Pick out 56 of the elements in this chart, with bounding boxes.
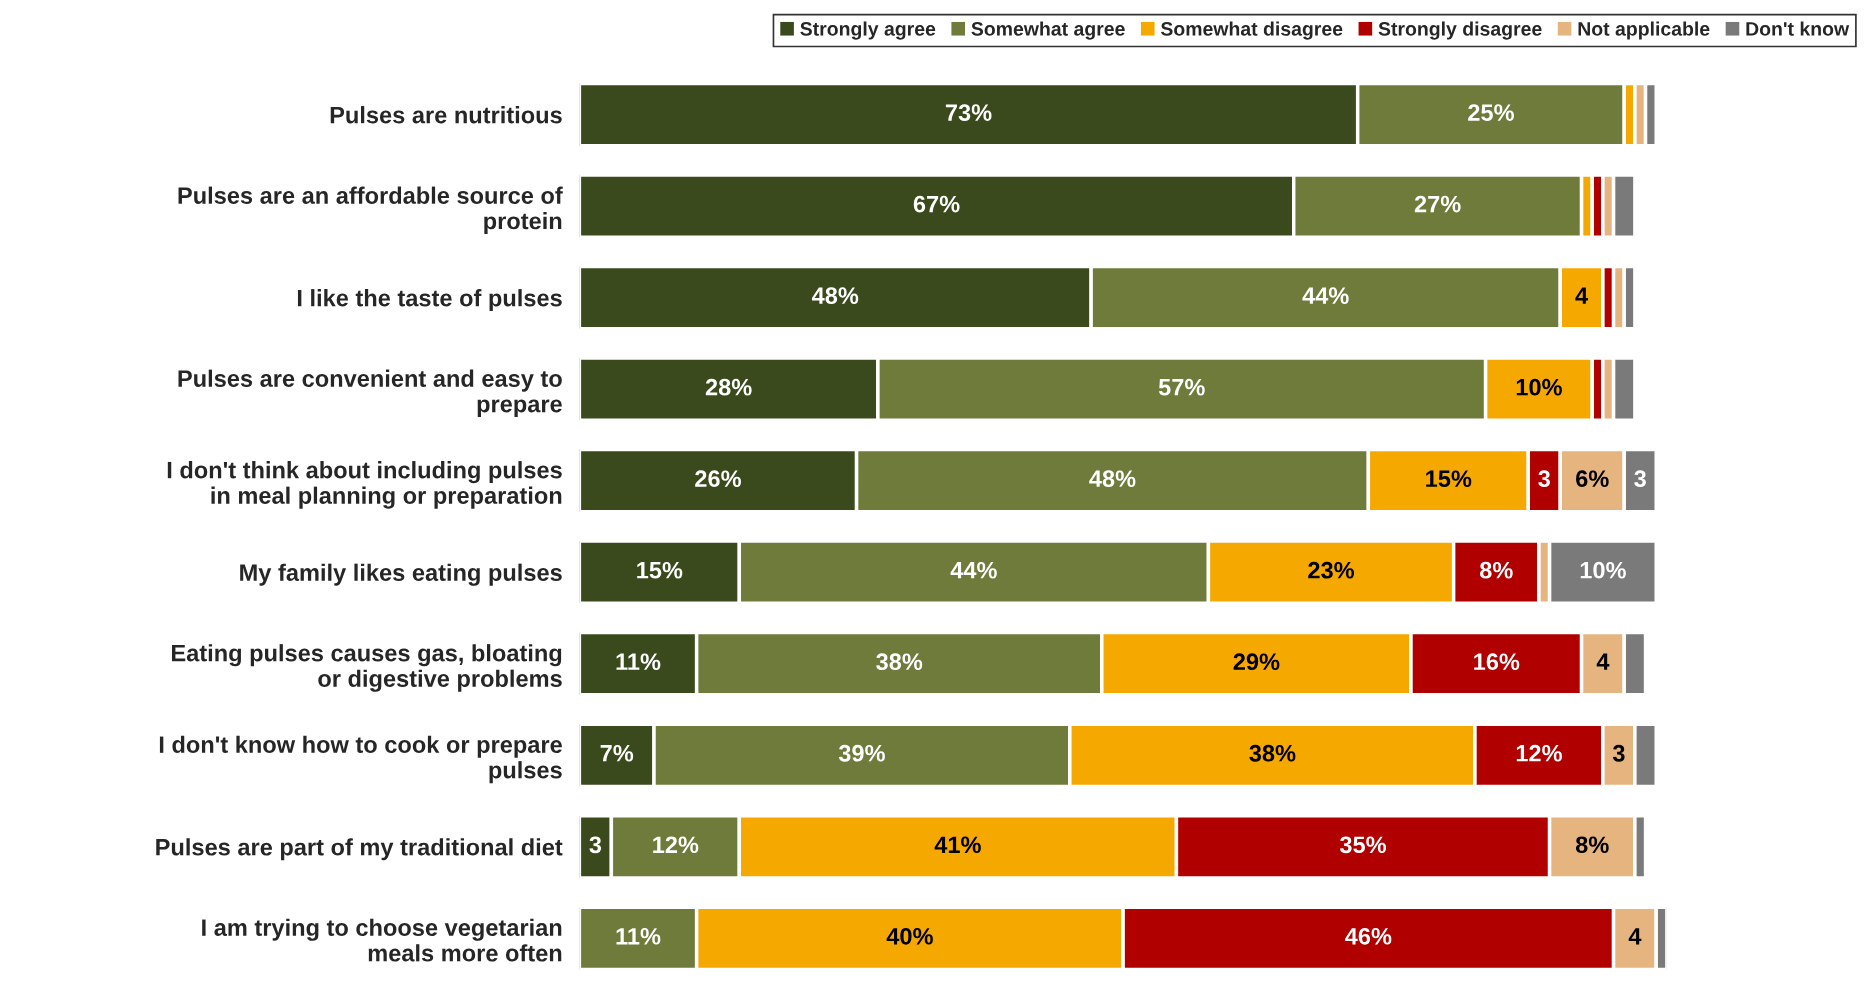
data-label: 4 (1596, 653, 1610, 670)
y-tick-label: My family likes eating pulses (240, 563, 562, 586)
data-label: 8% (1575, 836, 1609, 854)
data-label: 11% (616, 653, 661, 671)
data-label: 40% (886, 927, 933, 945)
data-label: 23% (1308, 561, 1355, 579)
legend-label: Somewhat agree (971, 21, 1125, 40)
data-label: 10% (1516, 378, 1562, 396)
legend-label: Don't know (1746, 21, 1850, 36)
data-label: 6% (1576, 470, 1609, 488)
legend-label: Not applicable (1578, 21, 1710, 40)
legend-label: Somewhat disagree (1160, 21, 1343, 40)
data-label: 25% (1468, 104, 1514, 121)
data-label: 11% (616, 927, 661, 945)
data-label: 29% (1233, 653, 1280, 671)
y-tick-label: Pulses are convenient and easy to prepare (178, 369, 562, 418)
data-label: 41% (934, 836, 981, 854)
data-label: 48% (811, 287, 859, 304)
y-tick-label: I am trying to choose vegetarian meals more often (202, 918, 562, 962)
data-label: 15% (1426, 470, 1472, 488)
data-label: 12% (1516, 744, 1562, 762)
data-label: 3 (589, 836, 602, 854)
data-label: 44% (1302, 287, 1349, 304)
data-label: 35% (1339, 836, 1387, 854)
y-tick-label: Pulses are part of my traditional diet (156, 838, 563, 861)
data-label: 4 (1628, 928, 1642, 945)
data-label: 44% (950, 561, 997, 579)
data-label: 27% (1414, 195, 1461, 213)
data-label: 38% (876, 653, 923, 671)
y-tick-label: Pulses are nutritious (330, 106, 562, 124)
data-label: 3 (1538, 470, 1550, 488)
data-label: 10% (1580, 561, 1626, 579)
data-label: 57% (1158, 378, 1205, 396)
legend-label: Strongly agree (800, 21, 936, 40)
data-label: 67% (913, 195, 960, 213)
data-label: 16% (1474, 653, 1520, 671)
y-tick-label: Eating pulses causes gas, bloating or digestive problems (172, 644, 562, 692)
data-label: 15% (637, 561, 683, 579)
legend-label: Strongly disagree (1378, 21, 1542, 40)
y-tick-label: I don't know how to cook or prepare pulses (159, 735, 562, 784)
data-label: 12% (653, 836, 699, 854)
y-tick-label: I like the taste of pulses (297, 289, 562, 312)
data-label: 48% (1089, 470, 1136, 488)
data-label: 7% (600, 744, 634, 762)
data-label: 73% (945, 104, 992, 121)
y-tick-label: I don't think about including pulses in meal planning or preparation (167, 461, 562, 509)
data-label: 8% (1479, 561, 1513, 579)
data-label: 39% (838, 744, 885, 762)
data-label: 3 (1634, 470, 1646, 488)
data-label: 38% (1249, 744, 1296, 762)
data-label: 3 (1612, 744, 1625, 762)
y-tick-label: Pulses are an affordable source of protein (178, 186, 563, 235)
data-label: 46% (1345, 927, 1392, 945)
data-label: 26% (695, 470, 741, 488)
data-label: 4 (1575, 287, 1589, 304)
data-label: 28% (705, 378, 752, 396)
